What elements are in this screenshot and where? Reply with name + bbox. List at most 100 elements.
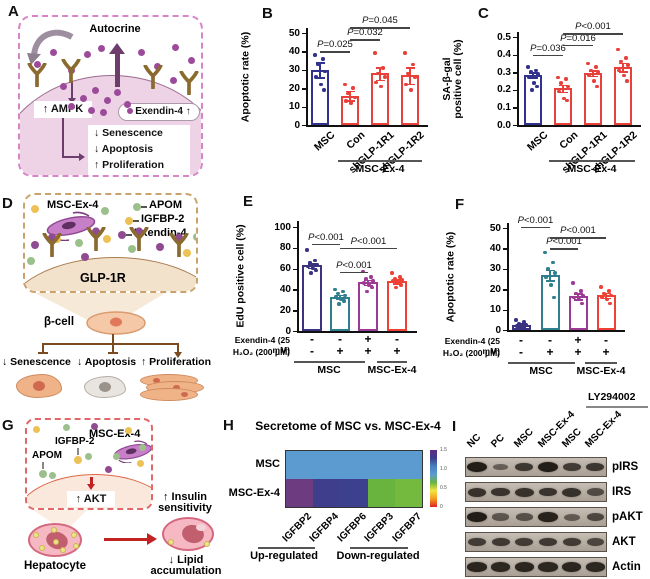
data-point [600,295,604,300]
molecule-dot-icon [100,109,107,116]
panel-a-diagram: Autocrine ↑ AMPK Exendin-4 ↑ ↓ Senescenc… [18,15,203,177]
protein-band [466,462,487,472]
protein-band [467,537,486,547]
blot-strip [465,532,607,552]
data-point [399,283,403,287]
lipid-droplet-icon [73,543,79,549]
y-tick-label: 50 [489,222,501,234]
data-point [515,324,519,328]
heatmap-column-label: IGFBP6 [335,511,369,545]
promote-arrow-icon [174,352,182,358]
molecule-dot-icon [124,101,131,108]
group-underline [585,362,617,364]
y-tick-mark [513,72,517,74]
error-bar-line [349,90,351,101]
x-axis [507,330,625,332]
x-category-label: Con [556,129,581,152]
regulation-label: Down-regulated [336,550,420,562]
y-tick-mark [302,106,306,108]
error-bar-line [622,62,624,72]
y-axis [297,221,299,332]
protein-label: pAKT [612,511,643,523]
lane-label: MSC [512,426,536,450]
receptor-icon [85,226,107,256]
y-tick-mark [302,125,306,127]
y-tick-label: 60 [279,263,291,275]
d-effect-proliferation: ↑ Proliferation [141,356,212,368]
panel-g: G MSC-Ex-4 IGFBP-2 APOM ↑ AKT Hepatocyte… [0,392,260,579]
regulation-underline [350,547,408,549]
blot-strip [465,482,607,502]
y-tick-mark [302,88,306,90]
protein-band [466,512,487,522]
y-tick-label: 0.1 [497,101,511,113]
molecule-dot-icon [98,45,105,52]
hepatocyte-label: Hepatocyte [24,560,86,572]
y-tick-label: 0 [495,324,501,336]
cell-nucleus [153,378,160,383]
y-tick-mark [293,247,297,250]
panel-d-letter: D [2,195,13,212]
y-tick-mark [513,107,517,109]
molecule-dot-icon [88,107,95,114]
significance-label: P<0.001 [517,214,554,226]
group-underline [549,160,635,162]
glp1r-label: GLP-1R [80,271,126,285]
bar [568,296,588,330]
apom-dot-icon [39,470,47,478]
data-point [532,81,536,85]
molecule-dot-icon [154,63,161,70]
heatmap-column-label: IGFBP7 [390,511,424,545]
panel-h-letter: H [223,417,234,434]
group-label: MSC-Ex-4 [367,364,417,376]
error-bar-cap [601,292,611,295]
significance-label: P=0.025 [317,39,353,51]
molecule-dot-icon [33,426,40,433]
data-point [343,82,347,87]
y-tick-label: 40 [288,45,300,57]
lipid-line1: ↓ Lipid [168,554,204,566]
y-tick-mark [503,289,507,291]
treatment-underline [586,406,648,408]
y-tick-mark [503,330,507,332]
receptor-icon [178,70,200,100]
receptor-icon [142,64,164,94]
y-tick-label: 0.3 [497,66,511,78]
data-point [305,248,309,252]
x-axis [297,331,417,333]
y-tick-mark [513,37,517,39]
error-bar-cap [335,294,345,297]
data-point [333,287,337,292]
insulin-line2: sensitivity [158,502,212,514]
molecule-dot-icon [60,83,67,90]
data-point [514,318,518,322]
significance-line [550,248,578,250]
data-point [574,291,578,296]
lipid-text: ↓ Lipid accumulation [146,555,226,577]
error-bar-cap [375,79,385,82]
panel-g-letter: G [2,417,14,434]
heatmap-cell [285,450,313,479]
nucleus-highlight [196,524,206,531]
significance-line [550,237,606,239]
y-tick-label: 0 [294,119,300,131]
colorbar-tick-label: 0 [440,504,443,510]
x-category-label: MSC [311,129,338,154]
akt-arrow-shaft [90,477,93,485]
panel-h: H Secretome of MSC vs. MSC-Ex-4 MSC MSC-E… [218,392,458,579]
y-axis-label: SA-β-gal positive cell (%) [441,38,464,119]
data-point [400,278,404,282]
y-tick-mark [293,310,297,312]
y-tick-mark [503,228,507,230]
panel-b-letter: B [262,5,273,22]
error-bar-line [562,84,564,92]
data-point [344,99,348,103]
d-effect-senescence: ↓ Senescence [2,356,71,368]
molecule-dot-icon [128,245,136,253]
data-point [322,88,326,92]
molecule-dot-icon [101,207,109,215]
molecule-dot-icon [80,95,87,102]
regulation-underline [258,547,315,549]
molecule-dot-icon [183,249,191,257]
lane-label: MSC-Ex-4 [583,409,625,450]
